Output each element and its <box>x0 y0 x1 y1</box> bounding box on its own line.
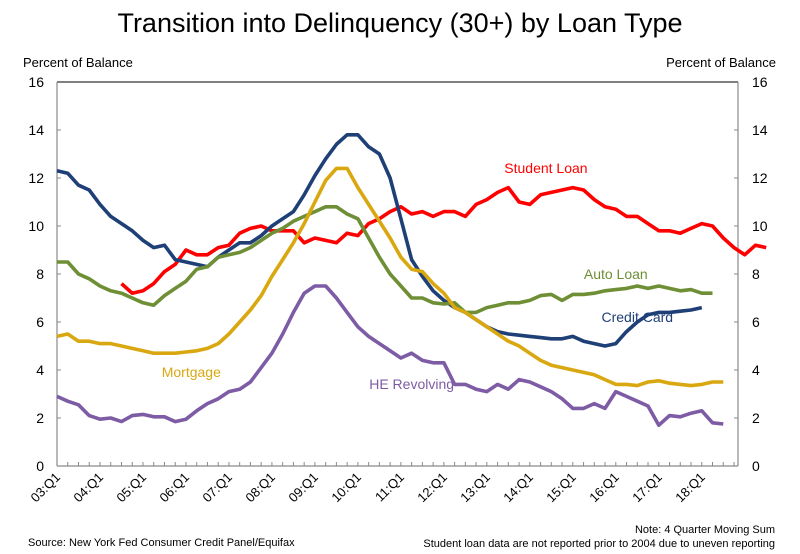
chart-title: Transition into Delinquency (30+) by Loa… <box>117 8 682 38</box>
y-tick-label-left: 0 <box>36 458 44 474</box>
x-tick-label: 06:Q1 <box>156 470 192 506</box>
source-note: Source: New York Fed Consumer Credit Pan… <box>28 537 295 549</box>
y-tick-label-right: 2 <box>752 410 760 426</box>
series-label-credit-card: Credit Card <box>601 309 673 325</box>
x-tick-label: 10:Q1 <box>328 470 364 506</box>
x-tick-label: 07:Q1 <box>199 470 235 506</box>
y-tick-label-right: 4 <box>752 362 760 378</box>
series-lines <box>56 133 767 428</box>
y-tick-label-left: 16 <box>28 74 44 90</box>
series-line-student-loan <box>120 185 767 296</box>
series-label-he-revolving: HE Revolving <box>369 376 454 392</box>
y-axis-label-left: Percent of Balance <box>23 55 133 70</box>
y-tick-label-left: 2 <box>36 410 44 426</box>
y-tick-label-right: 12 <box>752 170 768 186</box>
y-ticks: 0 0 2 2 4 4 6 6 8 8 10 10 12 12 14 14 16 16 <box>28 74 767 474</box>
x-tick-label: 08:Q1 <box>242 470 278 506</box>
y-tick-label-right: 16 <box>752 74 768 90</box>
y-tick-label-left: 6 <box>36 314 44 330</box>
x-tick-label: 11:Q1 <box>372 470 407 505</box>
series-labels: Student Loan Credit Card Auto Loan Mortgage… <box>162 160 673 392</box>
x-tick-label: 18:Q1 <box>672 470 708 506</box>
y-tick-label-right: 6 <box>752 314 760 330</box>
x-tick-label: 17:Q1 <box>629 470 665 506</box>
x-tick-label: 09:Q1 <box>285 470 321 506</box>
x-tick-label: 12:Q1 <box>414 470 450 506</box>
series-line-mortgage <box>56 166 724 388</box>
x-tick-label: 16:Q1 <box>586 470 622 506</box>
y-tick-label-right: 8 <box>752 266 760 282</box>
y-tick-label-right: 14 <box>752 122 768 138</box>
y-tick-label-left: 12 <box>28 170 44 186</box>
y-tick-label-left: 10 <box>28 218 44 234</box>
x-tick-label: 13:Q1 <box>457 470 493 506</box>
x-tick-label: 14:Q1 <box>500 470 536 506</box>
x-tick-label: 04:Q1 <box>70 470 106 506</box>
y-tick-label-left: 8 <box>36 266 44 282</box>
series-line-he-revolving <box>56 284 724 428</box>
series-label-mortgage: Mortgage <box>162 364 221 380</box>
series-line-credit-card <box>56 133 703 348</box>
y-tick-label-right: 10 <box>752 218 768 234</box>
y-tick-label-left: 4 <box>36 362 44 378</box>
x-tick-label: 15:Q1 <box>543 470 579 506</box>
series-line-auto-loan <box>57 205 713 315</box>
y-axis-label-right: Percent of Balance <box>666 55 776 70</box>
series-label-student-loan: Student Loan <box>504 160 587 176</box>
x-tick-label: 03:Q1 <box>27 470 63 506</box>
x-tick-label: 05:Q1 <box>113 470 149 506</box>
x-ticks: 03:Q1 04:Q1 05:Q1 06:Q1 07:Q1 08:Q1 09:Q1 10:Q1… <box>27 462 735 506</box>
y-tick-label-right: 0 <box>752 458 760 474</box>
moving-sum-note: Note: 4 Quarter Moving Sum <box>635 524 775 536</box>
series-label-auto-loan: Auto Loan <box>584 266 648 282</box>
y-tick-label-left: 14 <box>28 122 44 138</box>
student-loan-note: Student loan data are not reported prior… <box>423 538 775 550</box>
